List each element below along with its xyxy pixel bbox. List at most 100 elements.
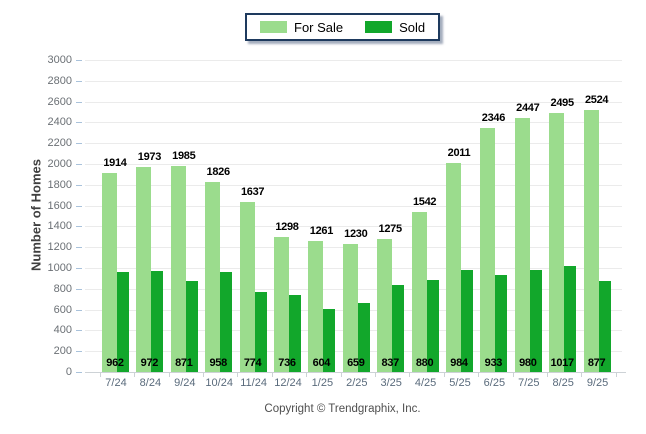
for-sale-bar: [583, 109, 599, 372]
y-tick-label: 2800: [47, 74, 72, 87]
legend-item-sold: Sold: [365, 21, 425, 34]
gridline: [85, 184, 622, 186]
for-sale-value-label: 1914: [103, 156, 127, 169]
for-sale-bar: [170, 165, 186, 372]
gridline: [85, 226, 622, 228]
x-tick-label: 11/24: [240, 377, 267, 389]
x-tick-mark: [99, 373, 101, 377]
sold-bar: [254, 291, 267, 372]
x-tick-label: 8/25: [552, 377, 574, 389]
y-tick-mark: [76, 143, 82, 145]
sold-value-label: 1017: [550, 357, 575, 369]
sold-value-label: 880: [415, 357, 434, 369]
x-tick-label: 1/25: [311, 377, 334, 389]
x-tick-label: 9/25: [586, 377, 609, 389]
for-sale-bar: [239, 201, 255, 372]
for-sale-bar: [480, 128, 496, 372]
y-tick-mark: [76, 164, 82, 165]
for-sale-value-label: 1261: [309, 224, 334, 237]
for-sale-bar: [342, 244, 358, 372]
sold-value-label: 736: [278, 357, 296, 369]
sold-bar: [392, 284, 405, 372]
for-sale-bar: [514, 117, 530, 372]
y-tick-label: 1600: [47, 199, 72, 212]
y-tick-label: 2000: [47, 158, 72, 170]
copyright-text: Copyright © Trendgraphix, Inc.: [264, 403, 421, 415]
x-tick-mark: [512, 373, 514, 377]
sold-bar: [495, 274, 508, 372]
sold-value-label: 871: [175, 357, 193, 369]
gridline: [85, 164, 622, 165]
sold-value-label: 774: [243, 357, 262, 369]
sold-value-label: 837: [381, 357, 399, 369]
x-tick-label: 7/24: [105, 377, 127, 389]
y-tick-label: 800: [53, 282, 72, 295]
y-tick-mark: [76, 330, 82, 332]
sold-value-label: 877: [587, 357, 606, 369]
for-sale-value-label: 1298: [275, 221, 299, 233]
x-tick-mark: [547, 373, 548, 377]
y-tick-mark: [76, 226, 82, 228]
sold-value-label: 604: [312, 357, 331, 369]
x-tick-label: 7/25: [518, 377, 540, 389]
y-tick-label: 1200: [47, 241, 72, 254]
for-sale-value-label: 1542: [412, 195, 437, 208]
y-tick-mark: [76, 101, 82, 103]
y-tick-label: 1800: [47, 178, 72, 191]
for-sale-value-label: 1637: [240, 185, 265, 198]
x-tick-label: 10/24: [205, 377, 233, 389]
y-tick-label: 1000: [47, 262, 72, 274]
for-sale-bar: [274, 237, 289, 372]
sold-bar: [323, 309, 336, 372]
sold-bar: [426, 280, 439, 372]
x-tick-mark: [375, 373, 376, 377]
x-tick-label: 5/25: [449, 377, 471, 389]
for-sale-bar: [411, 211, 427, 372]
sold-value-label: 659: [347, 357, 365, 369]
sold-bar: [117, 271, 129, 372]
y-tick-mark: [76, 309, 82, 311]
for-sale-value-label: 1275: [378, 223, 403, 236]
y-tick-mark: [76, 268, 82, 269]
y-tick-mark: [76, 247, 82, 249]
x-axis-line: [85, 372, 626, 373]
gridline: [85, 122, 622, 124]
sold-value-label: 980: [519, 357, 537, 369]
y-tick-mark: [76, 205, 82, 207]
y-tick-label: 0: [65, 366, 72, 378]
for-sale-bar: [308, 240, 324, 372]
for-sale-bar: [205, 182, 221, 372]
y-tick-label: 600: [53, 303, 72, 316]
x-tick-mark: [443, 373, 445, 377]
x-tick-mark: [340, 373, 342, 377]
for-sale-value-label: 1826: [206, 166, 231, 179]
x-tick-label: 3/25: [380, 377, 402, 389]
for-sale-bar: [377, 239, 393, 372]
x-tick-mark: [615, 373, 617, 377]
sold-bar: [151, 270, 164, 372]
legend-label-sold: Sold: [399, 19, 426, 35]
y-tick-mark: [76, 80, 82, 82]
for-sale-value-label: 1230: [344, 228, 368, 241]
y-tick-mark: [76, 184, 82, 186]
legend-item-for-sale: For Sale: [260, 21, 343, 34]
x-tick-mark: [306, 373, 308, 377]
sold-bar: [185, 281, 198, 372]
sold-bar: [598, 280, 611, 372]
sold-value-label: 933: [484, 357, 503, 369]
sold-value-label: 958: [209, 357, 227, 369]
for-sale-swatch: [260, 21, 287, 33]
x-tick-label: 6/25: [483, 377, 506, 389]
x-tick-mark: [581, 373, 583, 377]
for-sale-value-label: 1973: [137, 150, 162, 163]
x-tick-label: 8/24: [139, 377, 162, 389]
for-sale-value-label: 2524: [584, 93, 609, 106]
y-tick-label: 400: [53, 324, 72, 337]
sold-bar: [220, 272, 233, 372]
sold-value-label: 962: [106, 357, 124, 369]
for-sale-bar: [549, 112, 565, 372]
for-sale-bar: [136, 166, 152, 372]
x-tick-label: 2/25: [346, 377, 368, 389]
y-tick-mark: [76, 122, 82, 124]
